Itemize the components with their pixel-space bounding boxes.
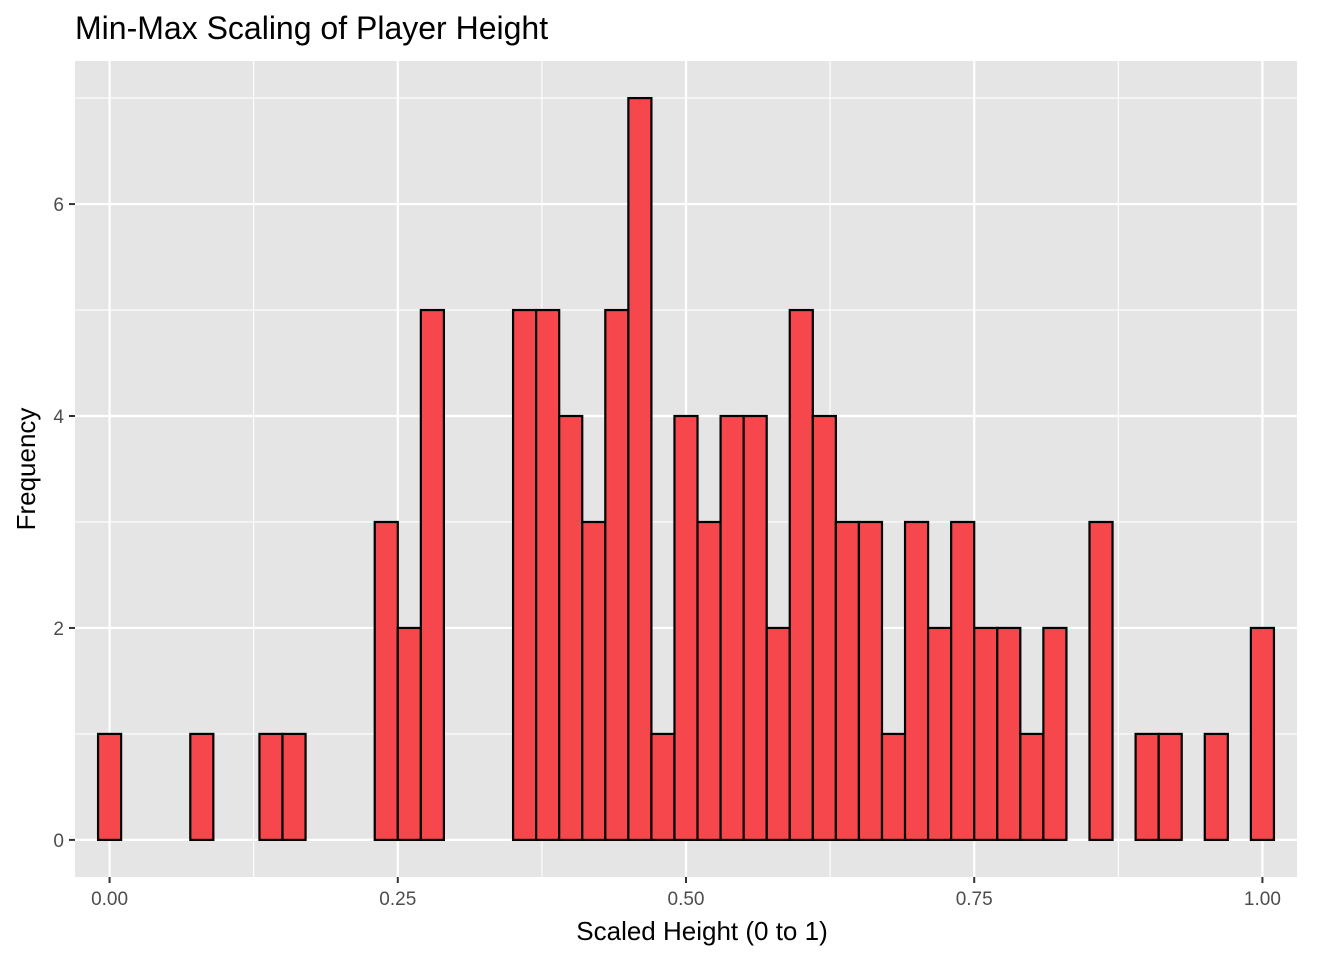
x-axis: 0.00 0.25 0.50 0.75 1.00: [91, 877, 1281, 910]
x-tick-label: 0.75: [956, 889, 993, 910]
histogram-bar: [604, 308, 630, 842]
histogram-bar: [189, 732, 215, 842]
histogram-bar: [396, 626, 422, 842]
chart-title: Min-Max Scaling of Player Height: [75, 10, 548, 46]
histogram-bar: [258, 732, 284, 842]
x-tick-label: 1.00: [1244, 889, 1281, 910]
histogram-bar: [558, 414, 584, 842]
histogram-bar: [719, 414, 745, 842]
histogram-bar: [419, 308, 446, 842]
histogram-bar: [1019, 732, 1045, 842]
histogram-bar: [650, 732, 676, 842]
x-tick-label: 0.00: [91, 889, 128, 910]
histogram-bar: [857, 520, 884, 842]
histogram-bar: [1088, 520, 1114, 842]
histogram-bar: [627, 96, 653, 842]
histogram-bar: [1249, 626, 1276, 842]
histogram-bar: [1157, 732, 1183, 842]
y-tick-label: 0: [53, 831, 64, 852]
histogram-bar: [996, 626, 1022, 842]
histogram-bar: [673, 414, 699, 842]
x-tick-label: 0.25: [379, 889, 416, 910]
x-tick-label: 0.50: [668, 889, 705, 910]
y-tick-label: 4: [53, 407, 64, 428]
histogram-bar: [96, 732, 123, 842]
y-axis: 0 2 4 6: [53, 195, 75, 852]
x-axis-title: Scaled Height (0 to 1): [576, 916, 827, 946]
histogram-bar: [903, 520, 930, 842]
histogram-bar: [511, 308, 538, 842]
histogram-bar: [788, 308, 814, 842]
histogram-bar: [950, 520, 976, 842]
histogram-bar: [926, 626, 953, 842]
histogram-bar: [281, 732, 307, 842]
histogram-bar: [1203, 732, 1229, 842]
histogram-bar: [581, 520, 607, 842]
histogram-bar: [765, 626, 791, 842]
histogram-bar: [373, 520, 399, 842]
histogram-bar: [1134, 732, 1160, 842]
histogram-bar: [696, 520, 722, 842]
bars: [96, 96, 1276, 842]
y-axis-title: Frequency: [11, 408, 41, 531]
histogram-bar: [880, 732, 907, 842]
histogram-bar: [742, 414, 768, 842]
y-tick-label: 6: [53, 195, 64, 216]
histogram-bar: [973, 626, 999, 842]
histogram-bar: [535, 308, 561, 842]
y-tick-label: 2: [53, 619, 64, 640]
histogram-bar: [834, 520, 861, 842]
histogram-bar: [1042, 626, 1068, 842]
histogram-bar: [811, 414, 837, 842]
